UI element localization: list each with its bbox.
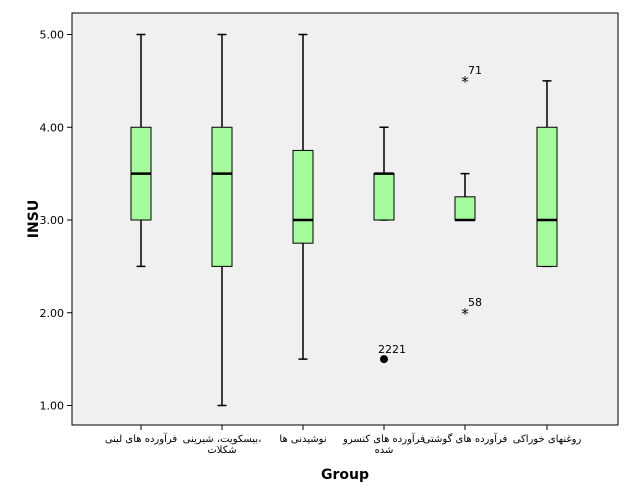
box-iqr bbox=[454, 196, 476, 221]
y-tick-label: 3.00 bbox=[40, 214, 65, 227]
extreme-point: * bbox=[461, 73, 469, 91]
x-tick-label: فرآورده های لبنی bbox=[105, 432, 178, 445]
boxes-layer bbox=[130, 33, 558, 407]
x-tick-label: شکلات bbox=[207, 445, 236, 456]
x-axis-ticks: فرآورده های لبنی بیسکویت، شیرینی،شکلات نوش… bbox=[105, 425, 582, 456]
box-1 bbox=[130, 33, 152, 268]
box-iqr bbox=[211, 126, 233, 267]
outliers-layer: 2221*71*58 bbox=[378, 64, 482, 364]
outlier-label: 58 bbox=[468, 296, 482, 309]
extreme-point: * bbox=[461, 305, 469, 323]
box-iqr bbox=[536, 126, 558, 267]
box-2 bbox=[211, 33, 233, 407]
y-tick-label: 1.00 bbox=[40, 400, 65, 413]
box-iqr bbox=[292, 149, 314, 244]
box-4 bbox=[373, 126, 395, 221]
x-tick-label: فرآورده های گوشتی bbox=[423, 432, 508, 445]
x-tick-label: نوشیدنی ها bbox=[279, 434, 326, 445]
y-axis-title: INSU bbox=[26, 200, 42, 238]
x-tick-label: فرآورده های کنسرو bbox=[342, 432, 425, 445]
box-5 bbox=[454, 172, 476, 222]
outlier-point bbox=[380, 355, 388, 364]
box-iqr bbox=[373, 173, 395, 221]
x-axis-title: Group bbox=[321, 467, 369, 483]
box-3 bbox=[292, 33, 314, 360]
x-tick-label: روغنهای خوراکی bbox=[513, 434, 582, 445]
y-tick-label: 2.00 bbox=[40, 307, 65, 320]
plot-area bbox=[71, 12, 619, 426]
y-axis-ticks: 1.00 2.00 3.00 4.00 5.00 bbox=[40, 29, 72, 413]
x-tick-label: بیسکویت، شیرینی، bbox=[183, 434, 262, 445]
outlier-label: 2221 bbox=[378, 343, 406, 356]
y-tick-label: 4.00 bbox=[40, 121, 65, 134]
x-tick-label: شده bbox=[375, 445, 394, 456]
box-6 bbox=[536, 80, 558, 268]
y-tick-label: 5.00 bbox=[40, 29, 65, 42]
outlier-label: 71 bbox=[468, 64, 482, 77]
